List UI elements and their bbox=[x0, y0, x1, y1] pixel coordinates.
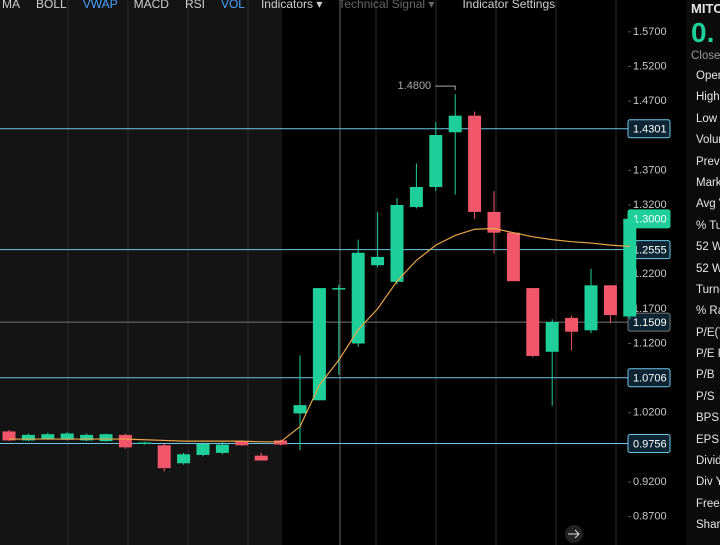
price: 0. bbox=[691, 17, 715, 48]
candle-body bbox=[60, 433, 74, 440]
candle-body bbox=[526, 288, 540, 356]
field-label: Prev C bbox=[696, 155, 720, 168]
candle-body bbox=[409, 186, 423, 208]
symbol: MITC bbox=[691, 1, 720, 16]
quote-panel: MITC 0. Close Open High Low Volum Prev C Mark… bbox=[686, 0, 720, 545]
toolbar-item[interactable]: RSI bbox=[184, 0, 205, 11]
candle-body bbox=[487, 211, 501, 233]
toolbar-item[interactable]: Technical Signal ▾ bbox=[338, 0, 435, 11]
annotation-leader bbox=[435, 85, 456, 91]
price-label: 1.1509 bbox=[633, 317, 667, 329]
field-label: P/E Ra bbox=[696, 348, 720, 361]
toolbar-item[interactable]: MA bbox=[2, 0, 20, 11]
price-label: 1.3000 bbox=[633, 214, 667, 226]
field-label: 52 W bbox=[696, 262, 720, 275]
candle-body bbox=[603, 285, 617, 316]
candle-body bbox=[274, 440, 288, 445]
vertical-grid bbox=[67, 0, 617, 545]
price-label: 1.2555 bbox=[633, 245, 667, 257]
field-label: Divide bbox=[696, 455, 720, 468]
field-label: Free F bbox=[696, 497, 720, 510]
candle-body bbox=[468, 115, 482, 212]
toolbar-item[interactable]: VOL bbox=[220, 0, 245, 11]
y-tick-label: 1.5200 bbox=[633, 60, 667, 72]
field-label: P/B bbox=[696, 369, 715, 382]
candle-body bbox=[312, 288, 326, 401]
candle-body bbox=[448, 115, 462, 133]
field-label: Volum bbox=[696, 134, 720, 147]
candle-body bbox=[21, 434, 35, 441]
field-label: % Tur bbox=[696, 219, 720, 232]
price-label-box bbox=[627, 119, 671, 139]
candle-body bbox=[293, 405, 307, 414]
price-label-box bbox=[627, 368, 671, 388]
candle-body bbox=[351, 252, 365, 344]
y-tick-label: 0.9200 bbox=[633, 476, 667, 488]
candle-body bbox=[215, 444, 229, 453]
candle-body bbox=[2, 431, 16, 441]
chart: 1.5700 1.5200 1.4700 1.3700 1.3200 1.2200 1.17… bbox=[0, 0, 671, 545]
price-label-box bbox=[627, 433, 671, 453]
price-label: 1.0706 bbox=[633, 373, 667, 385]
field-list: Open High Low Volum Prev C Marke Avg V % Tur 52 … bbox=[686, 66, 720, 537]
candle-body bbox=[254, 455, 268, 461]
candle-body bbox=[41, 434, 55, 440]
field-label: % Ra bbox=[696, 305, 720, 318]
candle-body bbox=[545, 322, 559, 352]
price-label: 1.4301 bbox=[633, 124, 667, 136]
field-label: Open bbox=[696, 70, 720, 82]
candle-body bbox=[506, 232, 520, 282]
arrow-icon bbox=[568, 529, 580, 539]
candle-body bbox=[429, 135, 443, 187]
y-tick-label: 1.0200 bbox=[633, 407, 667, 419]
field-label: BPS bbox=[696, 412, 720, 425]
toolbar-item[interactable]: MACD bbox=[133, 0, 169, 11]
candle-body bbox=[138, 442, 152, 445]
candle-body bbox=[177, 454, 191, 464]
close-label: Close bbox=[691, 50, 720, 62]
field-label: 52 W bbox=[696, 241, 720, 254]
toolbar-item[interactable]: BOLL bbox=[36, 0, 67, 11]
y-tick-label: 1.1200 bbox=[633, 337, 667, 349]
field-label: High bbox=[696, 91, 720, 104]
y-tick-label: 1.4700 bbox=[633, 95, 667, 107]
field-label: Div Yi bbox=[696, 476, 720, 489]
field-label: Share bbox=[696, 519, 720, 532]
y-tick-label: 1.2200 bbox=[633, 268, 667, 280]
candle-body bbox=[390, 204, 404, 282]
candle-body bbox=[565, 317, 579, 332]
candle-body bbox=[623, 218, 637, 317]
candle-body bbox=[332, 288, 346, 290]
candle-body bbox=[80, 434, 94, 441]
candle-body bbox=[157, 445, 171, 469]
y-tick-label: 1.5700 bbox=[633, 26, 667, 38]
field-label: P/E(T bbox=[696, 326, 720, 339]
candle-body bbox=[235, 441, 249, 446]
field-label: Turno bbox=[696, 283, 720, 296]
shaded-region bbox=[0, 0, 282, 545]
moving-average bbox=[9, 227, 630, 443]
candle-body bbox=[584, 285, 598, 331]
field-label: EPS (T bbox=[696, 433, 720, 446]
toolbar-item[interactable]: Indicators ▾ bbox=[260, 0, 323, 11]
price-label-box bbox=[627, 312, 671, 332]
field-label: Marke bbox=[696, 176, 720, 189]
y-tick-label: 1.3700 bbox=[633, 164, 667, 176]
candle-body bbox=[99, 434, 113, 442]
toolbar-item[interactable]: Indicator Settings bbox=[462, 0, 556, 11]
candle-body bbox=[118, 434, 132, 448]
candle-body bbox=[371, 256, 385, 266]
field-label: P/S bbox=[696, 390, 715, 403]
candle-body bbox=[196, 443, 210, 455]
y-tick-label: 0.8700 bbox=[633, 511, 667, 523]
annotation: 1.4800 bbox=[398, 80, 432, 92]
field-label: Avg V bbox=[696, 198, 720, 211]
price-label: 0.9756 bbox=[633, 438, 667, 450]
toolbar: MA BOLL VWAP MACD RSI VOL Indicators ▾ Technica… bbox=[0, 0, 555, 13]
field-label: Low bbox=[696, 112, 718, 125]
y-tick-label: 1.3200 bbox=[633, 199, 667, 211]
y-tick-label: 1.1700 bbox=[633, 303, 667, 315]
toolbar-item[interactable]: VWAP bbox=[82, 0, 118, 11]
